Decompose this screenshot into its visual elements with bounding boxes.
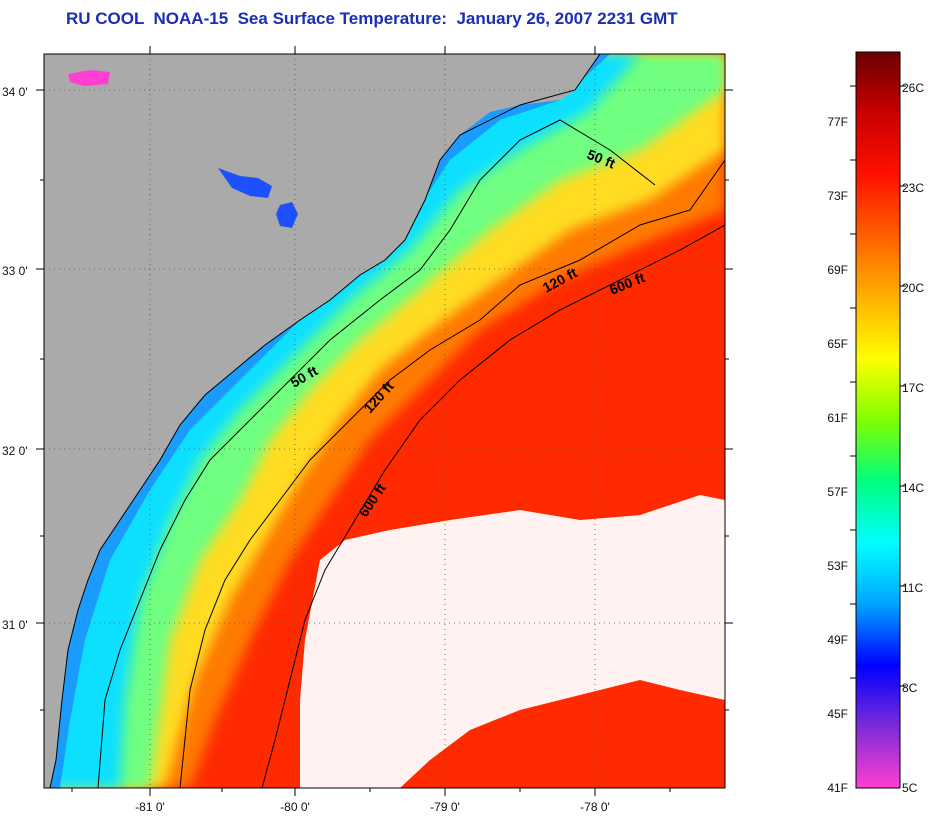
map-frame (43, 53, 726, 789)
colorbar-f-label: 65F (827, 337, 848, 351)
colorbar-c-label: 17C (902, 381, 924, 395)
cloud-cover (300, 495, 725, 788)
colorbar-ticks (850, 85, 906, 687)
map-title: RU COOL NOAA-15 Sea Surface Temperature:… (66, 9, 678, 28)
axis-ticks (36, 46, 733, 796)
lat-label-33: 33 0' (2, 264, 28, 278)
isobath-120ft-line (179, 159, 725, 788)
lon-label-79: -79 0' (430, 800, 460, 814)
colorbar-f-label: 41F (827, 781, 848, 795)
colorbar-f-label: 45F (827, 707, 848, 721)
colorbar-f-label: 49F (827, 633, 848, 647)
colorbar-c-label: 11C (902, 581, 923, 595)
colorbar: 77F 73F 69F 65F 61F 57F 53F 49F 45F 41F … (827, 51, 924, 795)
lake-marion (218, 168, 272, 198)
colorbar-ramp (856, 52, 900, 788)
colorbar-c-label: 26C (902, 81, 924, 95)
colorbar-f-label: 77F (827, 115, 848, 129)
lake-small (68, 70, 110, 86)
map-panel (44, 54, 725, 788)
colorbar-c-label: 20C (902, 281, 924, 295)
graticule (44, 54, 725, 788)
lat-label-34: 34 0' (2, 85, 28, 99)
lake-moultrie (276, 202, 298, 228)
colorbar-f-label: 61F (827, 411, 848, 425)
colorbar-c-label: 14C (902, 481, 924, 495)
isobath-600ft-line (261, 224, 725, 788)
colorbar-f-label: 73F (827, 189, 848, 203)
colorbar-c-label: 5C (902, 781, 918, 795)
land-mass (44, 54, 600, 788)
lat-label-32: 32 0' (2, 444, 28, 458)
colorbar-c-label: 8C (902, 681, 918, 695)
coastline-line (49, 54, 601, 788)
lat-label-31: 31 0' (2, 618, 28, 632)
colorbar-f-label: 53F (827, 559, 848, 573)
colorbar-c-label: 23C (902, 181, 924, 195)
lon-label-81: -81 0' (135, 800, 165, 814)
colorbar-f-label: 57F (827, 485, 848, 499)
colorbar-f-label: 69F (827, 263, 848, 277)
lon-label-80: -80 0' (280, 800, 310, 814)
isobath-50ft-line (97, 119, 656, 788)
lon-label-78: -78 0' (580, 800, 610, 814)
colorbar-frame (855, 51, 901, 789)
